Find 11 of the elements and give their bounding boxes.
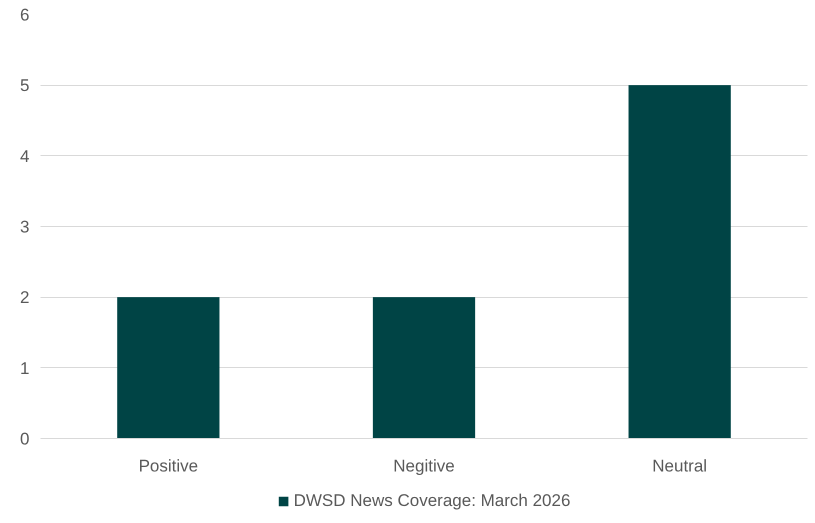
y-tick-label: 6 xyxy=(20,6,30,24)
y-tick-label: 2 xyxy=(20,288,30,308)
y-tick-label: 1 xyxy=(20,358,30,378)
legend-label: DWSD News Coverage: March 2026 xyxy=(294,490,570,510)
x-tick-label: Negitive xyxy=(393,456,455,476)
y-tick-label: 3 xyxy=(20,218,30,236)
x-tick-label: Neutral xyxy=(652,456,708,476)
y-tick-label: 0 xyxy=(20,430,30,448)
y-tick-label: 5 xyxy=(20,76,30,96)
y-tick-label: 4 xyxy=(20,146,30,166)
x-tick-label: Positive xyxy=(138,456,198,476)
